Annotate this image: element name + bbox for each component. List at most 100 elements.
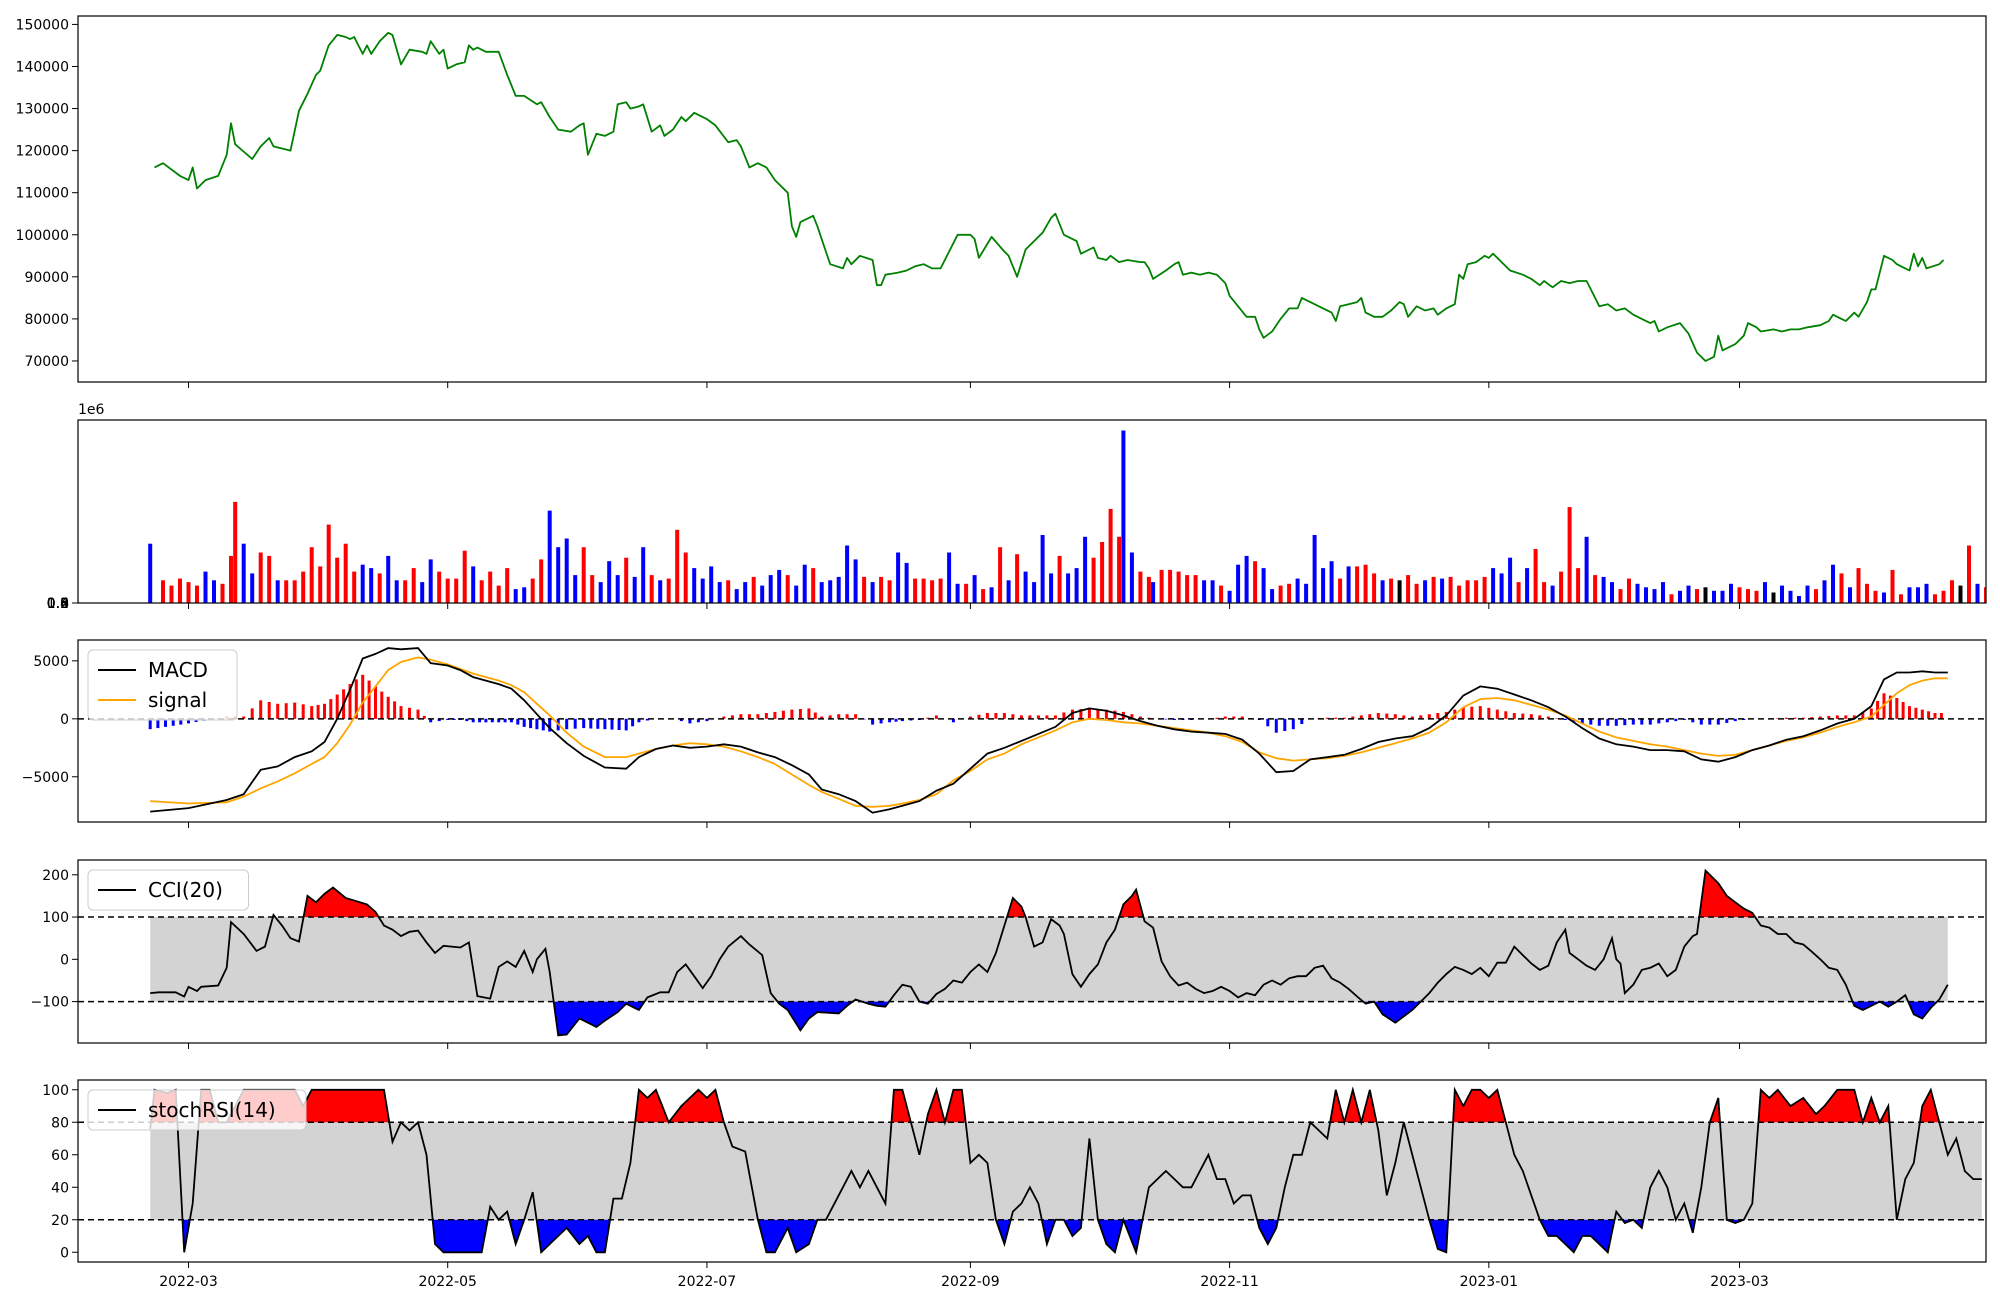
volume-bar bbox=[1993, 586, 1997, 603]
macd-histogram-bar bbox=[951, 718, 955, 723]
macd-histogram-bar bbox=[820, 716, 824, 719]
macd-histogram-bar bbox=[879, 718, 883, 724]
macd-histogram-bar bbox=[871, 718, 875, 725]
volume-bar bbox=[1108, 508, 1113, 603]
volume-bar bbox=[1482, 576, 1487, 603]
volume-bar bbox=[428, 559, 433, 603]
macd-histogram-bar bbox=[1538, 715, 1542, 719]
macd-histogram-bar bbox=[603, 718, 607, 730]
y-tick-label: 150000 bbox=[16, 17, 69, 33]
macd-histogram-bar bbox=[596, 718, 600, 729]
volume-bar bbox=[1397, 580, 1402, 603]
volume-bar bbox=[1423, 580, 1428, 603]
volume-bar bbox=[1678, 590, 1682, 603]
volume-bar bbox=[1814, 589, 1818, 603]
volume-bar bbox=[1822, 580, 1827, 603]
macd-histogram-bar bbox=[323, 703, 326, 719]
macd-histogram-bar bbox=[756, 714, 760, 719]
panel-frame bbox=[77, 419, 1987, 604]
macd-histogram-bar bbox=[1087, 708, 1091, 719]
volume-bar bbox=[1703, 587, 1708, 603]
macd-histogram-bar bbox=[645, 718, 649, 721]
macd-histogram-bar bbox=[1070, 709, 1074, 719]
macd-histogram-bar bbox=[1079, 709, 1083, 719]
macd-histogram-bar bbox=[242, 716, 246, 719]
macd-histogram-bar bbox=[696, 718, 700, 723]
volume-bar bbox=[607, 561, 612, 603]
volume-bar bbox=[377, 573, 382, 603]
macd-histogram-bar bbox=[478, 718, 482, 723]
macd-histogram-bar bbox=[1402, 715, 1406, 719]
volume-bar bbox=[981, 589, 986, 603]
volume-bar bbox=[777, 569, 782, 603]
volume-bar bbox=[1984, 587, 1986, 603]
volume-bar bbox=[1797, 596, 1801, 603]
macd-line bbox=[150, 647, 1948, 814]
stochrsi-overbought-fill bbox=[1330, 1089, 1345, 1123]
y-tick-label: 0.0 bbox=[47, 596, 69, 612]
volume-bar bbox=[1669, 594, 1674, 603]
volume-bar bbox=[624, 557, 629, 603]
volume-bar bbox=[938, 578, 943, 603]
macd-histogram-bar bbox=[1784, 717, 1788, 719]
volume-bar bbox=[539, 559, 544, 603]
macd-histogram-bar bbox=[722, 716, 726, 719]
signal-line bbox=[150, 656, 1948, 808]
macd-histogram-bar bbox=[1699, 718, 1703, 725]
macd-histogram-bar bbox=[1274, 718, 1278, 733]
stochrsi-oversold-fill bbox=[432, 1219, 488, 1253]
macd-histogram-bar bbox=[1283, 718, 1287, 731]
macd-histogram-bar bbox=[813, 712, 817, 719]
volume-bar bbox=[411, 568, 416, 603]
y-tick-label: 0.2 bbox=[47, 596, 69, 612]
volume-bar bbox=[403, 580, 408, 603]
x-tick-label: 2022-03 bbox=[159, 1274, 218, 1290]
macd-histogram-bar bbox=[276, 703, 280, 719]
volume-bar bbox=[683, 552, 688, 603]
macd-histogram-bar bbox=[1614, 718, 1618, 726]
macd-histogram-bar bbox=[631, 718, 635, 727]
volume-bar bbox=[1805, 585, 1810, 603]
macd-histogram-bar bbox=[1342, 717, 1346, 719]
volume-bar bbox=[1610, 582, 1614, 603]
macd-histogram-bar bbox=[1933, 713, 1937, 719]
macd-histogram-bar bbox=[994, 713, 998, 719]
macd-histogram-bar bbox=[484, 718, 488, 723]
volume-bar bbox=[148, 543, 153, 603]
volume-bar bbox=[530, 578, 535, 603]
macd-histogram-bar bbox=[1793, 717, 1797, 719]
volume-bar bbox=[989, 587, 994, 603]
volume-bar bbox=[581, 547, 586, 603]
volume-bar bbox=[615, 575, 620, 603]
volume-bar bbox=[1550, 585, 1555, 603]
volume-bar bbox=[212, 580, 216, 603]
volume-bar bbox=[1567, 507, 1572, 603]
volume-bar bbox=[1508, 557, 1513, 603]
macd-histogram-bar bbox=[1427, 714, 1431, 719]
macd-histogram-bar bbox=[1045, 715, 1049, 719]
macd-histogram-bar bbox=[1478, 706, 1482, 719]
macd-histogram-bar bbox=[1733, 718, 1737, 722]
volume-bar bbox=[1958, 585, 1963, 603]
macd-histogram-bar bbox=[1172, 718, 1176, 720]
macd-histogram-bar bbox=[437, 718, 441, 722]
volume-bar bbox=[692, 568, 697, 603]
volume-bar bbox=[1176, 571, 1181, 603]
panel-frame bbox=[77, 15, 1987, 383]
volume-bar bbox=[420, 582, 425, 603]
volume-bar bbox=[1618, 589, 1623, 603]
volume-bar bbox=[649, 575, 654, 603]
volume-bar bbox=[1865, 583, 1869, 603]
volume-bar bbox=[1270, 589, 1275, 603]
macd-histogram-bar bbox=[1861, 711, 1865, 719]
volume-bar bbox=[1933, 594, 1937, 603]
macd-histogram-bar bbox=[1130, 714, 1134, 719]
macd-histogram-bar bbox=[1325, 717, 1329, 719]
volume-bar bbox=[836, 576, 841, 603]
volume-bar bbox=[1899, 594, 1903, 603]
macd-histogram-bar bbox=[416, 709, 420, 719]
macd-histogram-bar bbox=[1028, 715, 1032, 719]
macd-histogram-bar bbox=[705, 718, 709, 722]
volume-bar bbox=[241, 543, 246, 603]
